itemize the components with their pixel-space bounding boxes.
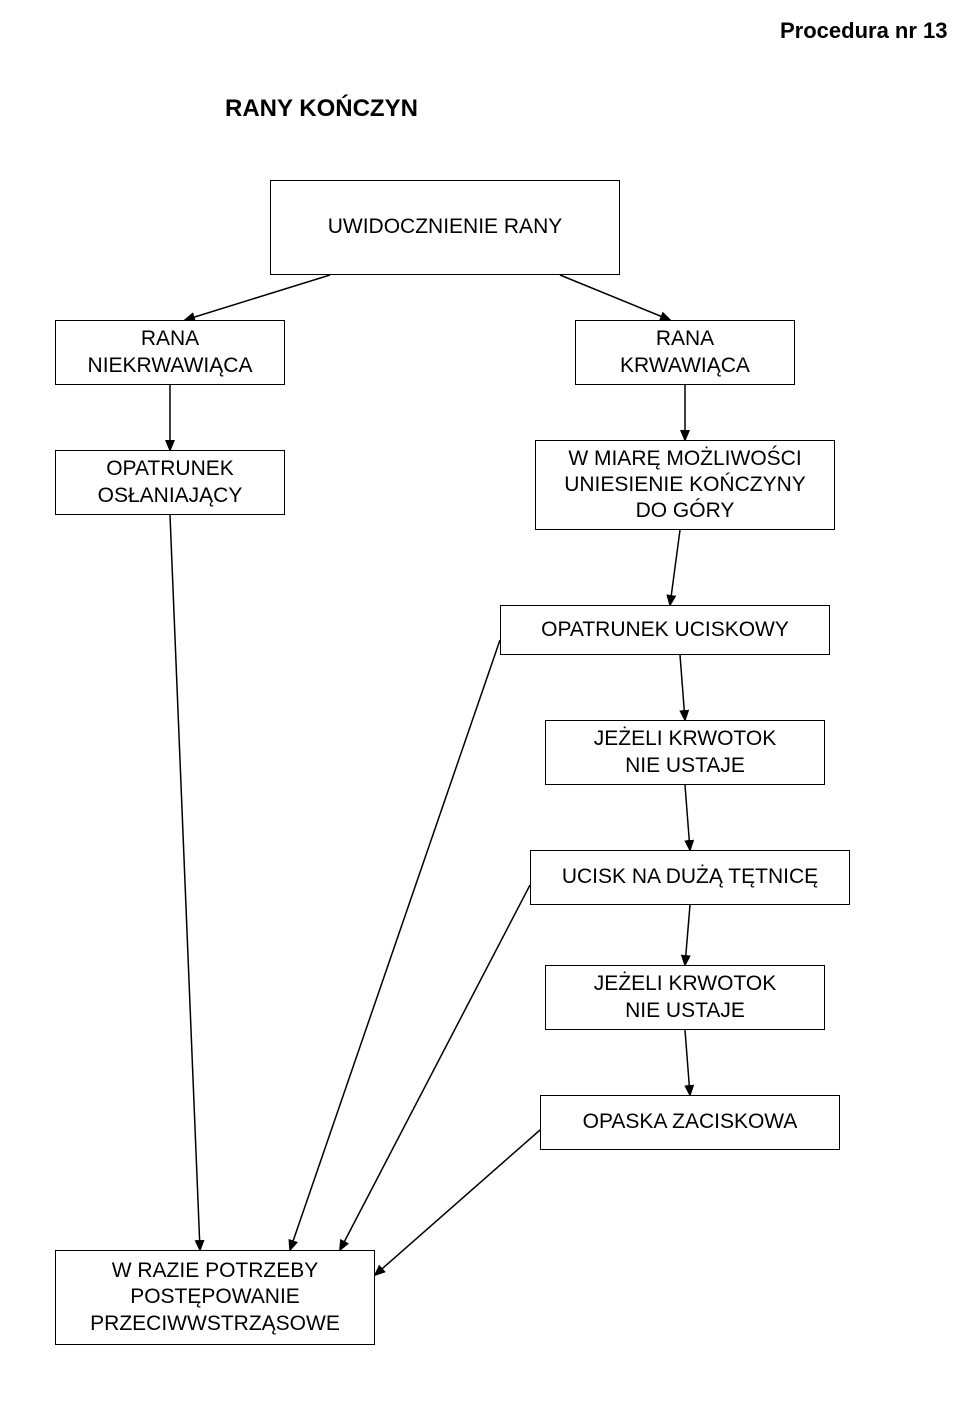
edge-10: [290, 640, 500, 1250]
node-n10: OPASKA ZACISKOWA: [540, 1095, 840, 1150]
page-header: Procedura nr 13: [780, 18, 948, 44]
edge-7: [685, 905, 690, 965]
edge-5: [680, 655, 685, 720]
edge-11: [340, 885, 530, 1250]
edge-0: [185, 275, 330, 320]
flowchart-page: Procedura nr 13 RANY KOŃCZYN UWIDOCZNIEN…: [0, 0, 960, 1426]
node-n6: OPATRUNEK UCISKOWY: [500, 605, 830, 655]
page-title: RANY KOŃCZYN: [225, 95, 418, 123]
node-n1: UWIDOCZNIENIE RANY: [270, 180, 620, 275]
edge-6: [685, 785, 690, 850]
edge-8: [685, 1030, 690, 1095]
node-n9: JEŻELI KRWOTOK NIE USTAJE: [545, 965, 825, 1030]
node-n8: UCISK NA DUŻĄ TĘTNICĘ: [530, 850, 850, 905]
edge-4: [670, 530, 680, 605]
node-n11: W RAZIE POTRZEBY POSTĘPOWANIE PRZECIWWST…: [55, 1250, 375, 1345]
node-n3: RANA KRWAWIĄCA: [575, 320, 795, 385]
edge-9: [170, 515, 200, 1250]
node-n7: JEŻELI KRWOTOK NIE USTAJE: [545, 720, 825, 785]
edge-12: [375, 1130, 540, 1275]
node-n5: W MIARĘ MOŻLIWOŚCI UNIESIENIE KOŃCZYNY D…: [535, 440, 835, 530]
edge-1: [560, 275, 670, 320]
node-n4: OPATRUNEK OSŁANIAJĄCY: [55, 450, 285, 515]
node-n2: RANA NIEKRWAWIĄCA: [55, 320, 285, 385]
